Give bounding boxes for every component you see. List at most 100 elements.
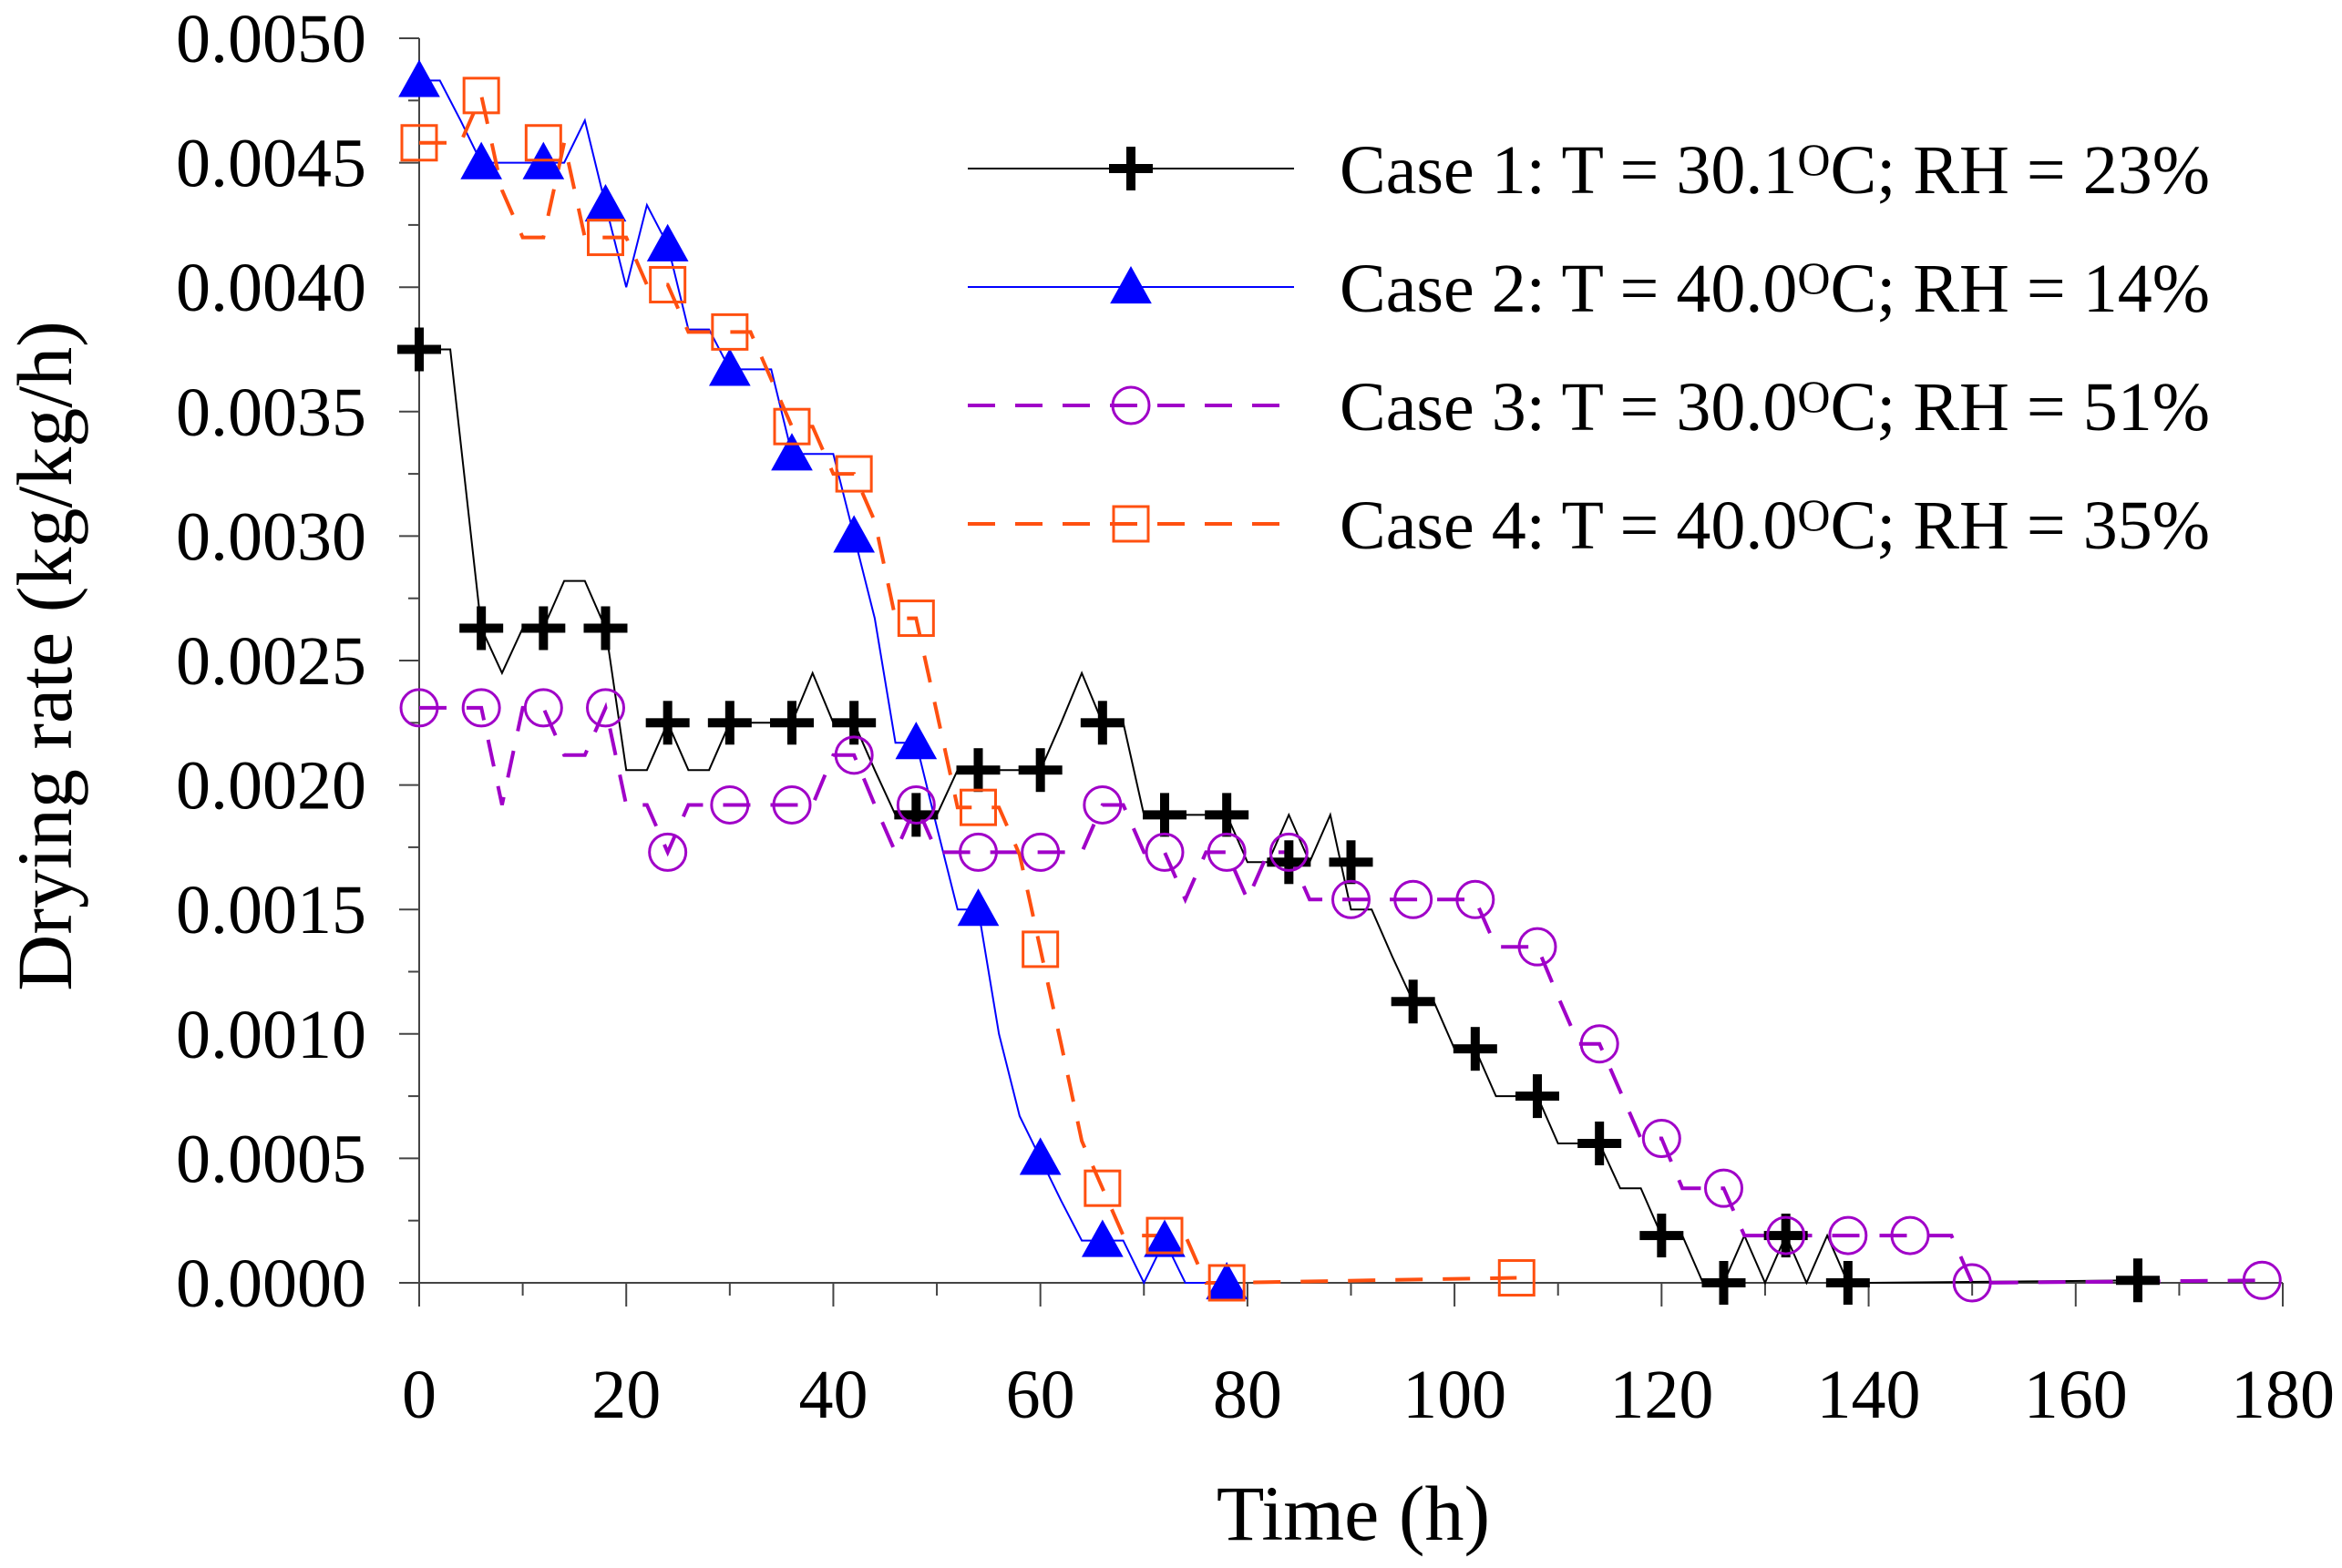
axes-group: 0.0000 0.0005 0.0010 0.0015 0.0020 0.0025 0.00… <box>176 1 2335 1433</box>
x-tick-label: 120 <box>1609 1357 1713 1433</box>
data-point-case-2 <box>460 141 503 179</box>
data-point-case-4 <box>649 265 687 303</box>
x-tick-label: 20 <box>591 1357 661 1433</box>
data-point-case-3 <box>1331 879 1371 919</box>
data-point-case-1 <box>894 793 939 837</box>
data-point-case-1 <box>832 701 877 745</box>
data-point-case-2 <box>1019 1137 1062 1175</box>
data-point-case-1 <box>1205 793 1249 837</box>
legend-marker-case-3 <box>1111 385 1151 425</box>
data-point-case-3 <box>1455 879 1495 919</box>
data-point-case-1 <box>1267 840 1311 885</box>
data-point-case-3 <box>834 735 874 775</box>
legend-marker-case-4 <box>1112 505 1150 543</box>
data-point-case-3 <box>1890 1215 1930 1255</box>
legend-marker-case-1 <box>1109 147 1153 190</box>
data-point-case-1 <box>770 701 814 745</box>
data-point-case-2 <box>957 888 1000 927</box>
data-point-case-3 <box>1021 832 1061 872</box>
data-point-case-3 <box>586 688 625 728</box>
data-point-case-3 <box>1641 1119 1681 1159</box>
data-point-case-4 <box>1207 1264 1246 1302</box>
data-point-case-2 <box>771 433 813 471</box>
data-point-case-3 <box>1207 832 1247 872</box>
data-point-case-4 <box>524 124 562 162</box>
data-point-case-3 <box>648 832 688 872</box>
data-point-case-2 <box>398 59 440 97</box>
data-point-case-1 <box>1391 979 1435 1024</box>
data-point-case-1 <box>956 748 1001 793</box>
data-point-case-1 <box>645 701 690 745</box>
legend-label-case-1: Case 1: T = 30.1OC; RH = 23% <box>1340 132 2210 209</box>
data-point-case-1 <box>1453 1027 1497 1071</box>
data-point-case-1 <box>2115 1258 2160 1303</box>
y-tick-label: 0.0010 <box>176 997 366 1073</box>
data-point-case-2 <box>1206 1261 1248 1300</box>
y-tick-label: 0.0000 <box>176 1245 366 1322</box>
data-point-case-1 <box>1080 701 1125 745</box>
y-axis-title: Drying rate (kg/kg/h) <box>1 321 88 991</box>
data-point-case-3 <box>461 688 501 728</box>
x-tick-label: 140 <box>1817 1357 1921 1433</box>
data-point-case-4 <box>1022 930 1060 968</box>
y-tick-label: 0.0045 <box>176 126 366 202</box>
series-line-2 <box>419 79 1227 1286</box>
data-point-case-3 <box>1579 1024 1619 1064</box>
x-tick-label: 180 <box>2231 1357 2335 1433</box>
data-point-case-2 <box>1144 1219 1186 1257</box>
data-point-case-3 <box>896 784 936 825</box>
y-tick-label: 0.0040 <box>176 250 366 326</box>
data-point-case-4 <box>835 455 873 493</box>
y-tick-label: 0.0005 <box>176 1121 366 1197</box>
data-point-case-2 <box>895 722 938 760</box>
data-point-case-4 <box>587 219 624 257</box>
data-point-case-1 <box>1329 840 1373 885</box>
data-point-case-2 <box>584 184 627 222</box>
series-markers-group <box>397 59 2282 1305</box>
data-point-case-4 <box>773 407 811 446</box>
y-tick-label: 0.0030 <box>176 498 366 575</box>
data-point-case-3 <box>710 784 750 825</box>
data-point-case-3 <box>1952 1263 1992 1303</box>
data-point-case-2 <box>1081 1219 1124 1257</box>
data-point-case-3 <box>1517 927 1557 967</box>
data-point-case-4 <box>897 600 935 638</box>
data-point-case-3 <box>1393 879 1433 919</box>
data-point-case-1 <box>1639 1214 1684 1258</box>
data-point-case-3 <box>1704 1168 1743 1208</box>
series-line-3 <box>419 702 2263 1286</box>
data-point-case-1 <box>521 606 566 651</box>
data-point-case-1 <box>583 606 628 651</box>
x-tick-label: 160 <box>2024 1357 2128 1433</box>
data-point-case-3 <box>1766 1215 1806 1255</box>
y-tick-label: 0.0050 <box>176 1 366 77</box>
legend-label-case-4: Case 4: T = 40.0OC; RH = 35% <box>1340 487 2210 564</box>
x-tick-label: 0 <box>402 1357 437 1433</box>
data-point-case-3 <box>399 688 439 728</box>
x-tick-label: 60 <box>1006 1357 1075 1433</box>
data-point-case-3 <box>1828 1215 1868 1255</box>
series-line-4 <box>419 89 1517 1285</box>
data-point-case-4 <box>1084 1169 1122 1207</box>
data-point-case-1 <box>397 327 441 372</box>
data-point-case-4 <box>960 788 997 826</box>
data-point-case-1 <box>1825 1261 1870 1305</box>
legend: Case 1: T = 30.1OC; RH = 23% Case 2: T = … <box>968 132 2210 564</box>
y-tick-label: 0.0025 <box>176 623 366 700</box>
data-point-case-2 <box>646 223 689 261</box>
data-point-case-3 <box>1145 832 1185 872</box>
x-tick-label: 40 <box>798 1357 868 1433</box>
data-point-case-1 <box>1577 1122 1622 1166</box>
data-point-case-2 <box>708 348 751 386</box>
y-tick-label: 0.0035 <box>176 374 366 451</box>
data-point-case-1 <box>1515 1074 1559 1119</box>
data-point-case-4 <box>400 124 438 162</box>
data-point-case-3 <box>959 832 998 872</box>
data-point-case-1 <box>1143 793 1186 837</box>
y-tick-label: 0.0015 <box>176 872 366 948</box>
data-point-case-4 <box>711 313 749 351</box>
x-axis-title: Time (h) <box>1217 1470 1490 1557</box>
data-point-case-3 <box>772 784 812 825</box>
data-point-case-4 <box>462 77 500 115</box>
